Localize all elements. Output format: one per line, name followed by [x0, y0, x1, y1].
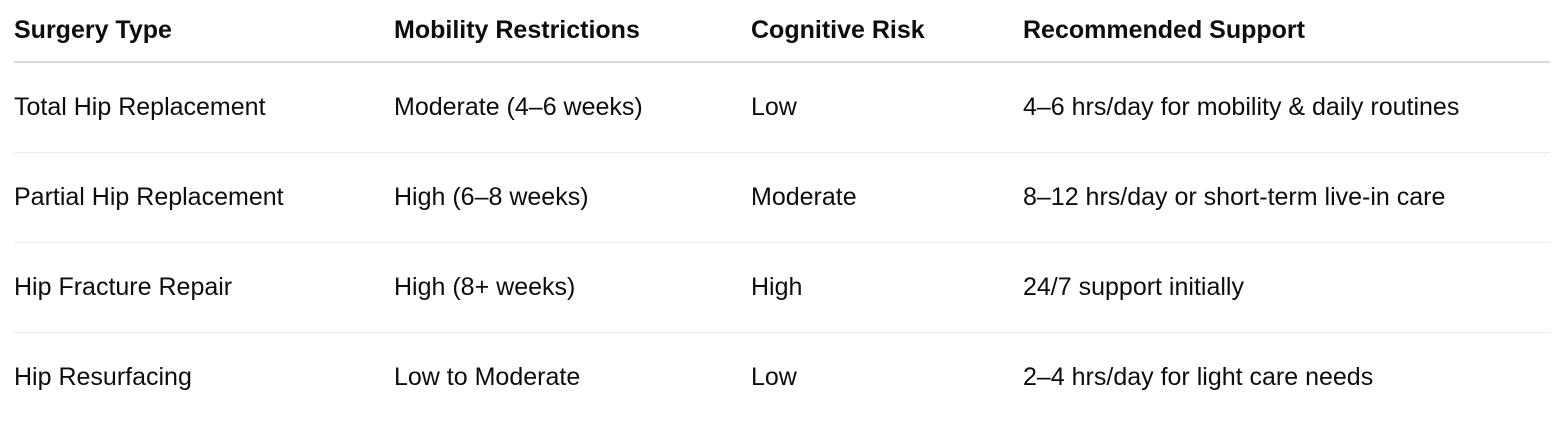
header-row: Surgery Type Mobility Restrictions Cogni… [14, 0, 1550, 63]
cell-cognitive-risk: Low [751, 62, 1023, 153]
table-row: Total Hip Replacement Moderate (4–6 week… [14, 62, 1550, 153]
header-cognitive-risk: Cognitive Risk [751, 0, 1023, 63]
cell-recommended-support: 4–6 hrs/day for mobility & daily routine… [1023, 62, 1550, 153]
cell-surgery-type: Hip Fracture Repair [14, 242, 394, 333]
header-surgery-type: Surgery Type [14, 0, 394, 63]
table-row: Hip Fracture Repair High (8+ weeks) High… [14, 242, 1550, 333]
cell-cognitive-risk: Moderate [751, 152, 1023, 243]
cell-recommended-support: 8–12 hrs/day or short-term live-in care [1023, 152, 1550, 243]
table-header: Surgery Type Mobility Restrictions Cogni… [14, 0, 1550, 63]
table-body: Total Hip Replacement Moderate (4–6 week… [14, 62, 1550, 422]
cell-mobility-restrictions: Moderate (4–6 weeks) [394, 62, 751, 153]
cell-mobility-restrictions: High (6–8 weeks) [394, 152, 751, 243]
cell-cognitive-risk: High [751, 242, 1023, 333]
cell-surgery-type: Hip Resurfacing [14, 363, 192, 391]
cell-surgery-type: Partial Hip Replacement [14, 152, 394, 243]
header-recommended-support: Recommended Support [1023, 0, 1550, 63]
cell-cognitive-risk: Low [751, 363, 797, 391]
cell-recommended-support: 24/7 support initially [1023, 242, 1550, 333]
table-row: Partial Hip Replacement High (6–8 weeks)… [14, 152, 1550, 243]
table-row: Hip Resurfacing Low to Moderate Low 2–4 … [14, 333, 1550, 423]
surgery-support-table: Surgery Type Mobility Restrictions Cogni… [14, 0, 1550, 422]
cell-mobility-restrictions: High (8+ weeks) [394, 242, 751, 333]
surgery-support-table-container: Surgery Type Mobility Restrictions Cogni… [14, 0, 1550, 422]
header-mobility-restrictions: Mobility Restrictions [394, 0, 751, 63]
cell-recommended-support: 2–4 hrs/day for light care needs [1023, 363, 1374, 391]
cell-mobility-restrictions: Low to Moderate [394, 363, 581, 391]
cell-surgery-type: Total Hip Replacement [14, 62, 394, 153]
